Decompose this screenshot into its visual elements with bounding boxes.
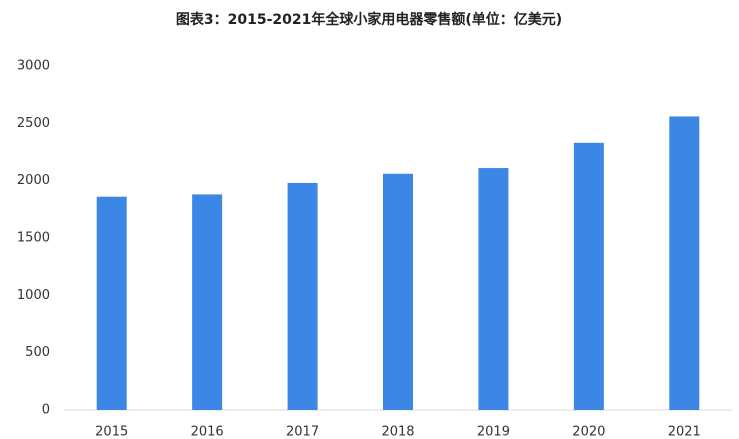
y-tick-label: 500	[25, 345, 50, 360]
bar	[96, 196, 127, 410]
x-tick-label: 2018	[381, 425, 414, 439]
bar	[287, 182, 318, 410]
x-tick-label: 2017	[286, 425, 319, 439]
y-tick-label: 0	[42, 403, 50, 418]
bar	[383, 173, 413, 410]
bar	[192, 194, 223, 410]
y-tick-label: 1000	[17, 288, 50, 303]
bar	[573, 142, 604, 410]
x-tick-label: 2021	[668, 425, 701, 439]
x-tick-label: 2020	[572, 425, 605, 439]
chart-title: 图表3：2015-2021年全球小家用电器零售额(单位：亿美元)	[176, 11, 562, 28]
bar	[669, 116, 700, 410]
x-tick-label: 2016	[191, 425, 224, 439]
bar	[478, 168, 509, 410]
x-tick-label: 2015	[95, 425, 128, 439]
y-tick-label: 1500	[17, 231, 50, 246]
x-tick-label: 2019	[477, 425, 510, 439]
y-tick-label: 2000	[17, 173, 50, 188]
y-tick-label: 3000	[17, 59, 50, 74]
y-tick-label: 2500	[17, 116, 50, 131]
